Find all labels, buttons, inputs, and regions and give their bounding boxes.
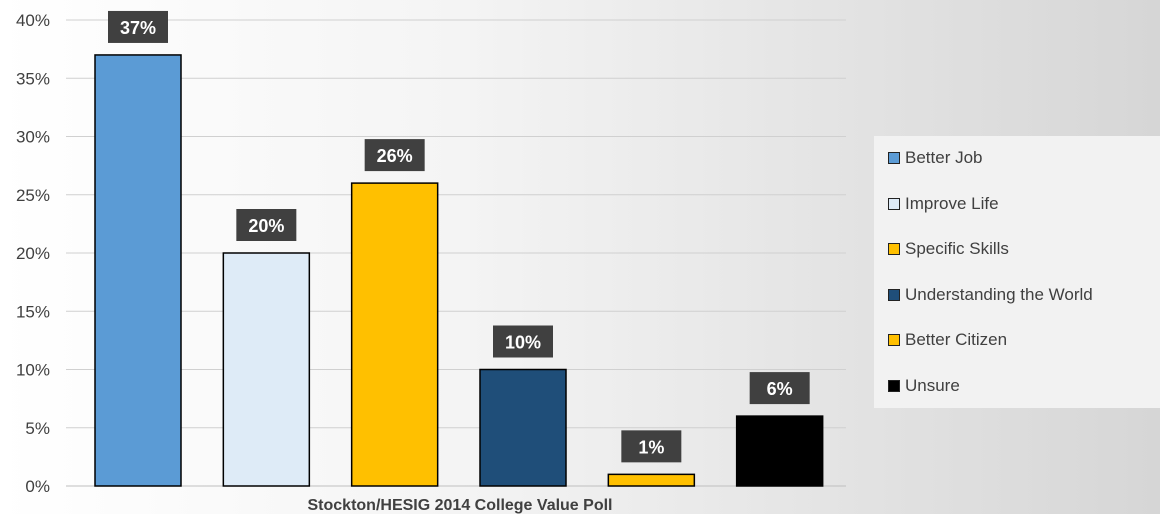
data-label-box — [621, 430, 682, 463]
y-tick-label: 10% — [16, 361, 50, 380]
legend-label: Better Job — [905, 148, 983, 167]
data-label: 6% — [767, 379, 793, 399]
legend-item: Understanding the World — [888, 283, 1093, 307]
y-tick-label: 15% — [16, 302, 50, 321]
legend-item: Specific Skills — [888, 237, 1009, 261]
data-label: 10% — [505, 333, 541, 353]
y-axis-ticks: 0% 5% 10% 15% 20% 25% 30% 35% 40% — [16, 11, 50, 496]
data-labels: 37% 20% 26% 10% 1% 6% — [108, 10, 810, 463]
bar — [607, 473, 696, 487]
legend-swatch — [888, 152, 900, 164]
y-tick-label: 0% — [25, 477, 50, 496]
data-label-box — [749, 372, 810, 405]
legend-swatch — [888, 243, 900, 256]
data-label-box — [236, 209, 297, 241]
legend-swatch — [888, 380, 900, 392]
y-tick-label: 30% — [16, 128, 50, 147]
bar — [735, 415, 824, 487]
legend-item: Improve Life — [888, 192, 999, 216]
bar-chart: 0% 5% 10% 15% 20% 25% 30% 35% 40% 37% 20% 26% 10% 1%… — [16, 10, 846, 514]
bar — [350, 182, 439, 487]
legend-label: Improve Life — [905, 193, 999, 213]
bar — [94, 54, 182, 487]
y-tick-label: 25% — [16, 186, 50, 205]
data-label-box — [493, 325, 553, 358]
legend-swatch — [888, 334, 900, 347]
legend-label: Specific Skills — [905, 239, 1009, 259]
bars — [94, 54, 824, 487]
legend: Better Job Improve Life Specific Skills Und… — [874, 136, 1160, 408]
legend-item: Better Citizen — [888, 328, 1007, 352]
legend-label: Understanding the World — [905, 284, 1093, 304]
data-label: 1% — [638, 437, 664, 457]
bar — [479, 368, 567, 487]
y-tick-label: 5% — [25, 419, 50, 438]
data-label: 20% — [248, 216, 284, 236]
y-tick-label: 35% — [16, 69, 50, 88]
legend-label: Unsure — [905, 376, 960, 395]
x-axis-title: Stockton/HESIG 2014 College Value Poll — [308, 497, 613, 514]
legend-swatch — [888, 288, 900, 301]
y-tick-label: 20% — [16, 244, 50, 263]
gridlines — [66, 19, 846, 487]
legend-item: Better Job — [888, 146, 983, 170]
data-label: 26% — [377, 146, 413, 166]
legend-label: Better Citizen — [905, 330, 1008, 350]
data-label: 37% — [120, 18, 156, 38]
legend-swatch — [888, 197, 900, 210]
legend-item: Unsure — [888, 374, 960, 398]
y-tick-label: 40% — [16, 11, 50, 30]
data-label-box — [108, 10, 168, 43]
bar — [222, 252, 311, 487]
data-label-box — [364, 139, 425, 172]
